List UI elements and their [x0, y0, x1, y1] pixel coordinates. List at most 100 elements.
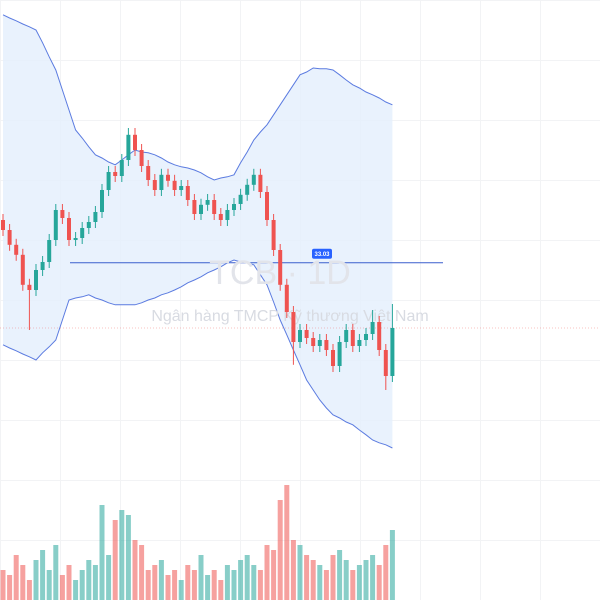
candle-body: [146, 166, 151, 180]
candle-body: [357, 340, 362, 346]
band-lower: [2, 259, 393, 449]
candle-body: [390, 328, 395, 376]
volume-bar: [139, 545, 145, 600]
volume-bar: [218, 580, 224, 600]
candle-body: [73, 238, 78, 240]
volume-bar: [337, 550, 343, 600]
candle-body: [166, 174, 170, 181]
price-label: 33.03: [314, 252, 330, 258]
volume-bar: [231, 570, 237, 600]
candle-body: [317, 340, 322, 346]
candle-body: [106, 172, 111, 190]
candle-body: [113, 172, 118, 176]
volume-bar: [264, 545, 270, 600]
volume-bar: [317, 565, 323, 600]
candle-body: [100, 190, 104, 212]
candle-body: [337, 342, 342, 366]
candle-body: [119, 160, 124, 176]
candle-body: [27, 284, 32, 290]
volume-bar: [112, 520, 118, 600]
candle-body: [20, 254, 25, 285]
volume-bar: [297, 545, 303, 600]
candle-body: [172, 180, 177, 190]
candle-body: [258, 174, 263, 192]
volume-bar: [370, 555, 376, 600]
volume-bar: [310, 560, 316, 600]
candle-body: [67, 218, 71, 240]
volume-bar: [383, 545, 389, 600]
volume-bar: [125, 515, 131, 600]
volume-bar: [277, 500, 283, 600]
candle-body: [80, 228, 85, 238]
volume-bar: [26, 580, 32, 600]
volume-bar: [389, 530, 395, 600]
candle-body: [291, 312, 296, 342]
volume-bar: [376, 565, 382, 600]
volume-bar: [350, 570, 356, 600]
candle-body: [1, 220, 5, 230]
candle-body: [60, 210, 65, 218]
volume-bar: [271, 550, 277, 600]
candle-body: [225, 210, 230, 220]
candle-body: [179, 186, 184, 190]
candle-body: [377, 322, 382, 350]
volume-bar: [132, 540, 138, 600]
candle-body: [245, 184, 250, 195]
volume-bar: [119, 510, 125, 600]
volume-bar: [13, 555, 19, 600]
candle-body: [265, 192, 269, 220]
volume-bar: [165, 575, 171, 600]
candle-body: [238, 194, 243, 204]
volume-bar: [172, 570, 178, 600]
candle-body: [218, 214, 223, 220]
volume-bar: [59, 575, 65, 600]
volume-bar: [158, 560, 164, 600]
candle-body: [139, 150, 144, 166]
volume-bar: [40, 550, 46, 600]
volume-bar: [284, 485, 290, 600]
volume-bar: [145, 570, 151, 600]
candle-body: [126, 134, 131, 160]
volume-bar: [20, 565, 26, 600]
volume-bar: [205, 575, 211, 600]
volume-bar: [185, 565, 191, 600]
candle-body: [34, 270, 38, 290]
volume-bar: [79, 570, 85, 600]
candle-body: [350, 330, 355, 346]
volume-bar: [257, 570, 263, 600]
volume-bar: [0, 570, 6, 600]
volume-bar: [92, 565, 98, 600]
candle-body: [271, 220, 276, 250]
candle-body: [251, 174, 256, 185]
candle-body: [205, 200, 210, 205]
candle-body: [383, 350, 388, 376]
candle-body: [199, 204, 203, 214]
volume-bar: [99, 505, 105, 600]
candle-body: [185, 186, 190, 200]
volume-bar: [7, 575, 13, 600]
candle-body: [284, 284, 289, 312]
volume-bar: [211, 570, 217, 600]
candle-body: [53, 210, 58, 240]
volume-bar: [53, 545, 59, 600]
candle-body: [324, 340, 329, 350]
candle-body: [278, 250, 283, 285]
volume-bar: [290, 540, 296, 600]
band-fill: [3, 14, 393, 449]
candle-body: [192, 200, 197, 214]
candle-body: [7, 230, 12, 245]
volume-bar: [323, 570, 329, 600]
candle-body: [152, 180, 157, 190]
candle-body: [40, 262, 45, 270]
volume-bar: [46, 570, 52, 600]
candle-body: [14, 244, 19, 255]
candle-body: [133, 134, 137, 150]
candle-body: [364, 334, 368, 340]
volume-bar: [33, 560, 39, 600]
candle-body: [304, 330, 309, 338]
volume-bar: [343, 560, 349, 600]
volume-bar: [66, 565, 72, 600]
price-label-box: [312, 248, 332, 259]
volume-bar: [191, 570, 197, 600]
